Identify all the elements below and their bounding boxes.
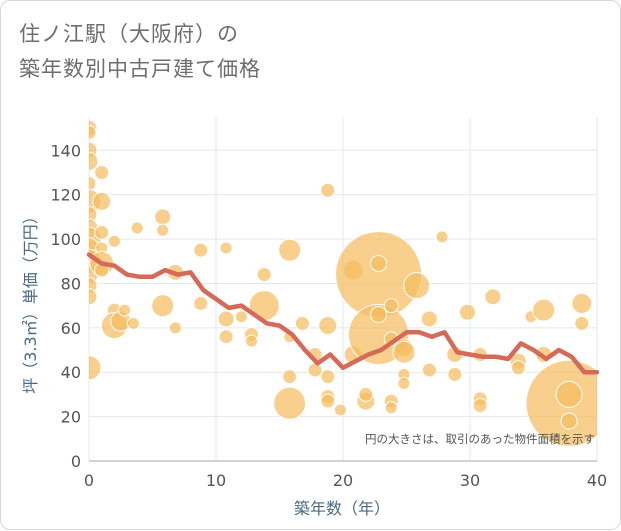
data-bubble: [89, 288, 98, 306]
data-bubble: [94, 224, 110, 240]
data-bubble: [256, 267, 272, 283]
data-bubble: [107, 234, 121, 248]
x-axis-label: 築年数（年）: [294, 499, 390, 518]
data-bubble: [370, 306, 388, 324]
x-tick-label: 20: [333, 471, 353, 490]
data-bubble: [320, 369, 336, 385]
data-bubble: [168, 321, 182, 335]
y-tick-label: 0: [71, 452, 81, 471]
y-axis-label: 坪（3.3㎡）単価（万円）: [21, 208, 40, 393]
data-bubble: [118, 303, 132, 317]
data-bubble: [89, 355, 102, 381]
y-tick-label: 40: [61, 363, 81, 382]
data-bubble: [89, 176, 97, 192]
data-bubble: [358, 386, 374, 402]
data-bubble: [130, 221, 144, 235]
data-bubble: [273, 386, 307, 420]
x-tick-label: 30: [460, 471, 480, 490]
data-bubble: [392, 340, 416, 364]
data-bubble: [384, 401, 398, 415]
x-tick-label: 40: [587, 471, 607, 490]
data-bubble: [397, 376, 411, 390]
y-tick-label: 80: [61, 274, 81, 293]
y-tick-label: 20: [61, 408, 81, 427]
data-bubble: [472, 398, 488, 414]
data-bubble: [151, 294, 175, 318]
data-bubble: [218, 329, 234, 345]
data-bubble: [320, 182, 336, 198]
y-tick-label: 120: [50, 186, 81, 205]
chart-title: 住ノ江駅（大阪府）の 築年数別中古戸建て価格: [19, 22, 261, 81]
data-bubble: [320, 393, 336, 409]
data-bubble: [278, 238, 302, 262]
data-bubble: [89, 206, 98, 224]
data-bubble: [484, 288, 502, 306]
data-bubble: [421, 362, 437, 378]
data-bubble: [92, 191, 112, 211]
data-bubble: [571, 292, 593, 314]
data-bubble: [383, 298, 399, 314]
data-bubble: [307, 362, 323, 378]
data-bubble: [156, 223, 170, 237]
data-bubble: [458, 303, 476, 321]
data-bubble: [294, 315, 310, 331]
data-bubble: [560, 412, 578, 430]
data-bubble: [435, 230, 449, 244]
data-bubble: [420, 310, 438, 328]
y-tick-label: 140: [50, 141, 81, 160]
data-bubble: [234, 310, 248, 324]
data-bubble: [154, 208, 172, 226]
data-bubble: [94, 164, 110, 180]
average-line-layer: [86, 252, 600, 375]
x-tick-label: 10: [206, 471, 226, 490]
axes: 0 10 20 30 40 0 20 40 60 80 100 120 140: [50, 141, 607, 490]
data-bubble: [574, 315, 590, 331]
y-tick-label: 100: [50, 230, 81, 249]
data-bubble: [282, 369, 298, 385]
size-note: 円の大きさは、取引のあった物件面積を示す: [365, 432, 595, 446]
data-bubble: [447, 366, 463, 382]
data-bubble: [193, 295, 209, 311]
data-bubble: [333, 403, 347, 417]
data-bubble: [555, 380, 583, 408]
data-bubble: [318, 316, 338, 336]
data-bubble: [245, 334, 259, 348]
data-bubble: [510, 360, 526, 376]
data-bubble: [126, 316, 140, 330]
data-bubble: [217, 310, 235, 328]
x-tick-label: 0: [84, 471, 94, 490]
data-bubble: [89, 125, 97, 141]
data-bubble: [403, 272, 431, 300]
average-price-line: [86, 252, 600, 375]
data-bubble: [193, 242, 209, 258]
data-bubble: [370, 254, 388, 272]
data-bubble: [219, 241, 233, 255]
data-bubble: [89, 151, 99, 171]
y-tick-label: 60: [61, 319, 81, 338]
data-bubble: [532, 298, 556, 322]
